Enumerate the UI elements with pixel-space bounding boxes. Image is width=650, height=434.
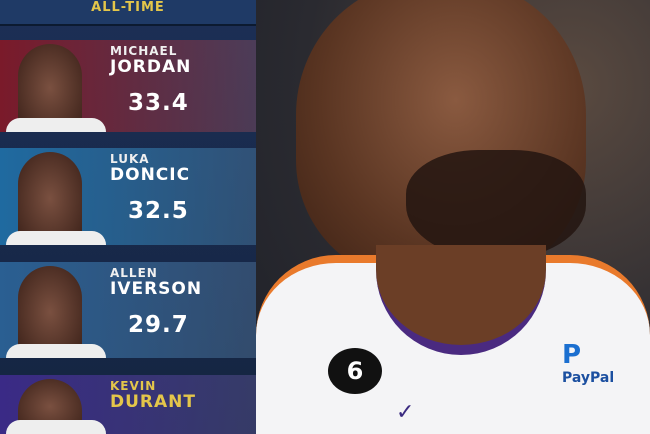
player-card: MICHAEL JORDAN 33.4 <box>0 40 256 132</box>
player-first-name: MICHAEL <box>110 44 178 58</box>
stat-leaderboard-graphic: ALL-TIME MICHAEL JORDAN 33.4 LUKA DONCIC… <box>0 0 256 434</box>
player-headshot <box>18 152 82 245</box>
player-last-name: JORDAN <box>110 57 192 77</box>
graphic-header: ALL-TIME <box>0 0 256 26</box>
player-stat-value: 29.7 <box>128 312 189 338</box>
sponsor-name: PayPal <box>562 370 615 386</box>
player-jersey <box>6 118 106 132</box>
player-card: ALLEN IVERSON 29.7 <box>0 262 256 358</box>
player-stat-value: 32.5 <box>128 198 189 224</box>
player-first-name: LUKA <box>110 152 150 166</box>
sponsor-patch: P PayPal <box>562 340 614 386</box>
swoosh-logo-icon: ✓ <box>396 400 415 425</box>
player-last-name: DONCIC <box>110 165 191 185</box>
player-beard <box>406 150 586 260</box>
player-headshot <box>18 266 82 358</box>
player-headshot <box>18 44 82 132</box>
player-stat-value: 33.4 <box>128 90 189 116</box>
player-photo: 6 P PayPal ✓ <box>256 0 650 434</box>
player-last-name: DURANT <box>110 392 196 412</box>
player-jersey <box>6 420 106 434</box>
paypal-logo-icon: P <box>562 340 582 370</box>
player-jersey <box>6 231 106 245</box>
jersey-number-badge: 6 <box>328 348 382 394</box>
player-first-name: KEVIN <box>110 379 157 393</box>
player-first-name: ALLEN <box>110 266 158 280</box>
player-jersey <box>6 344 106 358</box>
player-last-name: IVERSON <box>110 279 203 299</box>
player-card: LUKA DONCIC 32.5 <box>0 148 256 245</box>
player-card: KEVIN DURANT <box>0 375 256 434</box>
